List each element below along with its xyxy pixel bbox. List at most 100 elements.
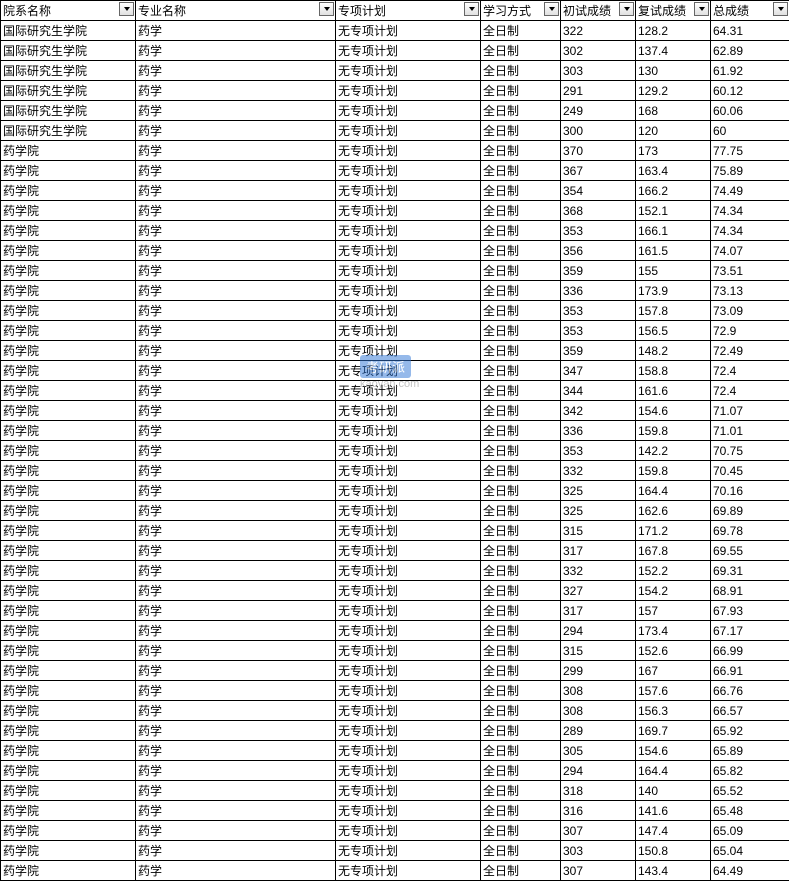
- cell-dept[interactable]: 药学院: [1, 781, 136, 801]
- cell-retest[interactable]: 161.6: [636, 381, 711, 401]
- cell-total[interactable]: 67.17: [711, 621, 789, 641]
- cell-prelim[interactable]: 336: [561, 421, 636, 441]
- cell-mode[interactable]: 全日制: [481, 261, 561, 281]
- cell-dept[interactable]: 药学院: [1, 541, 136, 561]
- cell-prelim[interactable]: 370: [561, 141, 636, 161]
- cell-mode[interactable]: 全日制: [481, 841, 561, 861]
- cell-mode[interactable]: 全日制: [481, 61, 561, 81]
- cell-total[interactable]: 66.76: [711, 681, 789, 701]
- cell-total[interactable]: 65.09: [711, 821, 789, 841]
- cell-plan[interactable]: 无专项计划: [336, 21, 481, 41]
- cell-plan[interactable]: 无专项计划: [336, 861, 481, 881]
- cell-retest[interactable]: 169.7: [636, 721, 711, 741]
- cell-prelim[interactable]: 336: [561, 281, 636, 301]
- cell-major[interactable]: 药学: [136, 461, 336, 481]
- cell-mode[interactable]: 全日制: [481, 561, 561, 581]
- cell-total[interactable]: 72.4: [711, 361, 789, 381]
- cell-mode[interactable]: 全日制: [481, 161, 561, 181]
- cell-plan[interactable]: 无专项计划: [336, 381, 481, 401]
- cell-mode[interactable]: 全日制: [481, 541, 561, 561]
- cell-major[interactable]: 药学: [136, 221, 336, 241]
- cell-retest[interactable]: 158.8: [636, 361, 711, 381]
- cell-major[interactable]: 药学: [136, 781, 336, 801]
- cell-plan[interactable]: 无专项计划: [336, 721, 481, 741]
- cell-retest[interactable]: 164.4: [636, 481, 711, 501]
- cell-dept[interactable]: 药学院: [1, 661, 136, 681]
- cell-mode[interactable]: 全日制: [481, 681, 561, 701]
- cell-dept[interactable]: 药学院: [1, 161, 136, 181]
- cell-dept[interactable]: 药学院: [1, 561, 136, 581]
- cell-dept[interactable]: 国际研究生学院: [1, 61, 136, 81]
- cell-prelim[interactable]: 368: [561, 201, 636, 221]
- cell-dept[interactable]: 药学院: [1, 701, 136, 721]
- cell-total[interactable]: 65.48: [711, 801, 789, 821]
- cell-prelim[interactable]: 342: [561, 401, 636, 421]
- cell-major[interactable]: 药学: [136, 21, 336, 41]
- cell-retest[interactable]: 162.6: [636, 501, 711, 521]
- cell-retest[interactable]: 167.8: [636, 541, 711, 561]
- cell-prelim[interactable]: 325: [561, 481, 636, 501]
- cell-mode[interactable]: 全日制: [481, 41, 561, 61]
- cell-mode[interactable]: 全日制: [481, 101, 561, 121]
- filter-dropdown-button[interactable]: [119, 2, 134, 16]
- cell-dept[interactable]: 药学院: [1, 601, 136, 621]
- cell-major[interactable]: 药学: [136, 541, 336, 561]
- cell-total[interactable]: 74.34: [711, 201, 789, 221]
- cell-retest[interactable]: 159.8: [636, 461, 711, 481]
- cell-plan[interactable]: 无专项计划: [336, 341, 481, 361]
- filter-dropdown-button[interactable]: [319, 2, 334, 16]
- cell-plan[interactable]: 无专项计划: [336, 121, 481, 141]
- cell-retest[interactable]: 173: [636, 141, 711, 161]
- cell-dept[interactable]: 药学院: [1, 801, 136, 821]
- cell-mode[interactable]: 全日制: [481, 281, 561, 301]
- cell-total[interactable]: 75.89: [711, 161, 789, 181]
- cell-total[interactable]: 72.4: [711, 381, 789, 401]
- cell-prelim[interactable]: 315: [561, 521, 636, 541]
- cell-major[interactable]: 药学: [136, 201, 336, 221]
- cell-plan[interactable]: 无专项计划: [336, 201, 481, 221]
- cell-dept[interactable]: 国际研究生学院: [1, 101, 136, 121]
- cell-total[interactable]: 65.52: [711, 781, 789, 801]
- cell-plan[interactable]: 无专项计划: [336, 821, 481, 841]
- cell-plan[interactable]: 无专项计划: [336, 681, 481, 701]
- cell-prelim[interactable]: 303: [561, 61, 636, 81]
- cell-major[interactable]: 药学: [136, 321, 336, 341]
- cell-total[interactable]: 71.01: [711, 421, 789, 441]
- cell-major[interactable]: 药学: [136, 381, 336, 401]
- cell-mode[interactable]: 全日制: [481, 381, 561, 401]
- cell-prelim[interactable]: 359: [561, 341, 636, 361]
- cell-mode[interactable]: 全日制: [481, 401, 561, 421]
- cell-major[interactable]: 药学: [136, 821, 336, 841]
- cell-plan[interactable]: 无专项计划: [336, 281, 481, 301]
- cell-prelim[interactable]: 344: [561, 381, 636, 401]
- cell-major[interactable]: 药学: [136, 441, 336, 461]
- cell-plan[interactable]: 无专项计划: [336, 441, 481, 461]
- cell-total[interactable]: 70.75: [711, 441, 789, 461]
- cell-mode[interactable]: 全日制: [481, 661, 561, 681]
- cell-prelim[interactable]: 353: [561, 321, 636, 341]
- cell-retest[interactable]: 130: [636, 61, 711, 81]
- cell-prelim[interactable]: 289: [561, 721, 636, 741]
- cell-dept[interactable]: 国际研究生学院: [1, 41, 136, 61]
- cell-total[interactable]: 61.92: [711, 61, 789, 81]
- cell-major[interactable]: 药学: [136, 661, 336, 681]
- cell-prelim[interactable]: 294: [561, 621, 636, 641]
- cell-plan[interactable]: 无专项计划: [336, 41, 481, 61]
- cell-retest[interactable]: 129.2: [636, 81, 711, 101]
- cell-major[interactable]: 药学: [136, 521, 336, 541]
- cell-total[interactable]: 60.06: [711, 101, 789, 121]
- cell-retest[interactable]: 152.2: [636, 561, 711, 581]
- cell-plan[interactable]: 无专项计划: [336, 761, 481, 781]
- cell-total[interactable]: 73.51: [711, 261, 789, 281]
- cell-mode[interactable]: 全日制: [481, 861, 561, 881]
- cell-mode[interactable]: 全日制: [481, 21, 561, 41]
- cell-plan[interactable]: 无专项计划: [336, 841, 481, 861]
- cell-prelim[interactable]: 300: [561, 121, 636, 141]
- cell-plan[interactable]: 无专项计划: [336, 641, 481, 661]
- cell-plan[interactable]: 无专项计划: [336, 401, 481, 421]
- cell-retest[interactable]: 141.6: [636, 801, 711, 821]
- cell-major[interactable]: 药学: [136, 501, 336, 521]
- cell-major[interactable]: 药学: [136, 261, 336, 281]
- cell-plan[interactable]: 无专项计划: [336, 661, 481, 681]
- cell-total[interactable]: 73.13: [711, 281, 789, 301]
